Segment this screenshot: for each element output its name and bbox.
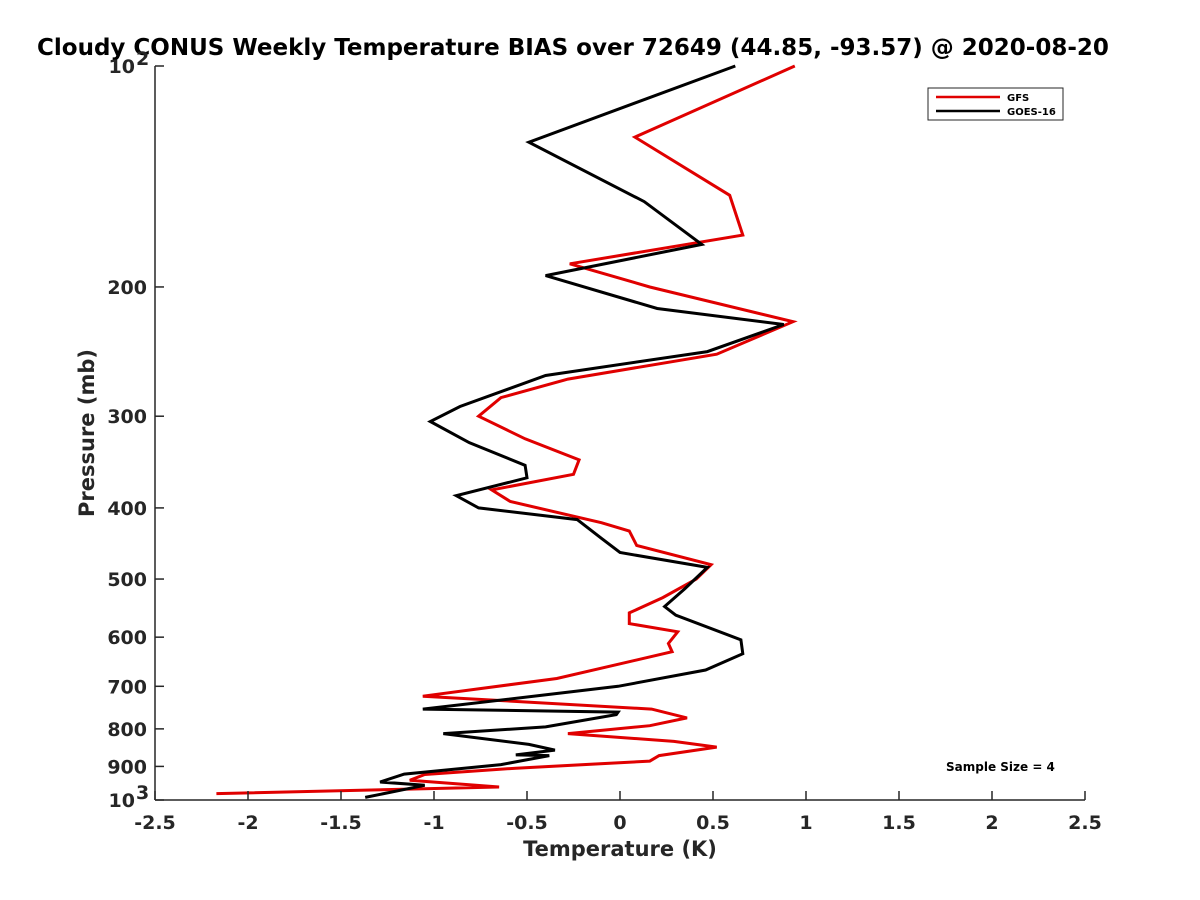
plot-area: -2.5 -2 -1.5 -1 -0.5 0 0.5 1 1.5 2 2.5 10 220030040… — [107, 48, 1102, 834]
y-tick-label: 10 — [109, 56, 135, 78]
series-line-gfs — [216, 64, 798, 796]
legend-box — [927, 87, 1064, 121]
x-tick-label: 2 — [985, 812, 998, 834]
y-tick-label: 600 — [107, 627, 147, 649]
x-tick-label: -1.5 — [320, 812, 362, 834]
y-tick-label: 900 — [107, 756, 147, 778]
legend: GFS GOES-16 — [927, 87, 1064, 121]
x-ticks: -2.5 -2 -1.5 -1 -0.5 0 0.5 1 1.5 2 2.5 — [134, 791, 1102, 834]
x-tick-label: -2.5 — [134, 812, 176, 834]
x-tick-label: -1 — [423, 812, 444, 834]
x-tick-label: 0.5 — [696, 812, 730, 834]
series-line-goes16 — [364, 64, 785, 799]
legend-label-gfs: GFS — [1007, 93, 1029, 104]
legend-label-goes16: GOES-16 — [1007, 107, 1056, 118]
y-tick-label: 200 — [107, 277, 147, 299]
y-tick-label: 400 — [107, 498, 147, 520]
x-tick-label: -0.5 — [506, 812, 548, 834]
y-tick-label: 500 — [107, 569, 147, 591]
y-tick-label: 800 — [107, 719, 147, 741]
x-tick-label: -2 — [237, 812, 258, 834]
y-axis-label: Pressure (mb) — [75, 349, 99, 517]
chart-title: Cloudy CONUS Weekly Temperature BIAS ove… — [37, 35, 1109, 61]
y-tick-label: 700 — [107, 676, 147, 698]
y-tick-label: 300 — [107, 406, 147, 428]
y-tick-exponent: 3 — [136, 782, 149, 804]
y-tick-exponent: 2 — [136, 48, 149, 70]
series-layer — [216, 64, 798, 799]
sample-size-annotation: Sample Size = 4 — [946, 760, 1055, 774]
x-axis-label: Temperature (K) — [523, 837, 717, 861]
x-tick-label: 1 — [799, 812, 812, 834]
y-tick-label: 10 — [109, 790, 135, 812]
x-tick-label: 1.5 — [882, 812, 916, 834]
x-tick-label: 2.5 — [1068, 812, 1102, 834]
x-tick-label: 0 — [613, 812, 626, 834]
